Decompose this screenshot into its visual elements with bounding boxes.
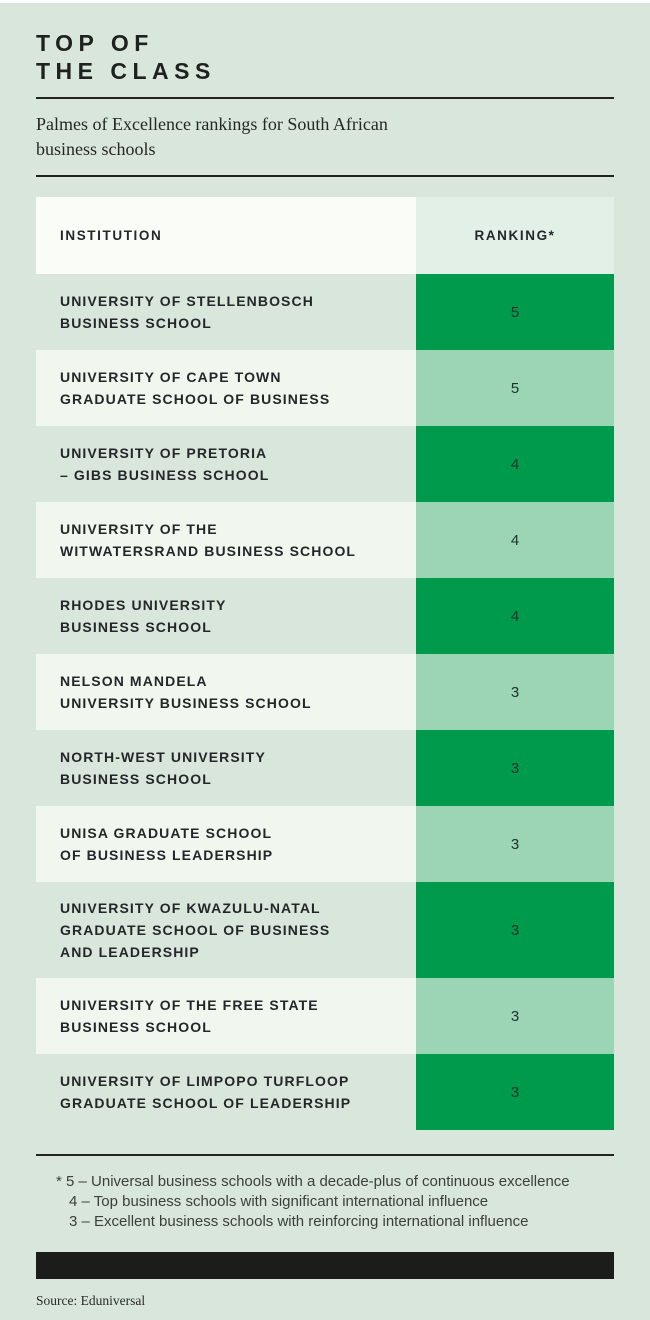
page-title: TOP OF THE CLASS bbox=[36, 29, 614, 85]
institution-name: RHODES UNIVERSITY BUSINESS SCHOOL bbox=[60, 597, 227, 635]
ranking-cell: 3 bbox=[416, 730, 614, 806]
ranking-value: 4 bbox=[510, 531, 520, 549]
footer-bar bbox=[36, 1252, 614, 1279]
ranking-value: 3 bbox=[510, 759, 520, 777]
institution-cell: UNISA GRADUATE SCHOOL OF BUSINESS LEADER… bbox=[36, 806, 416, 882]
ranking-cell: 3 bbox=[416, 1054, 614, 1130]
subtitle-divider bbox=[36, 175, 614, 177]
table-row: UNIVERSITY OF LIMPOPO TURFLOOP GRADUATE … bbox=[36, 1054, 614, 1130]
table-row: UNIVERSITY OF CAPE TOWN GRADUATE SCHOOL … bbox=[36, 350, 614, 426]
ranking-value: 3 bbox=[510, 835, 520, 853]
top-border-strip bbox=[0, 0, 650, 3]
institution-cell: UNIVERSITY OF THE FREE STATE BUSINESS SC… bbox=[36, 978, 416, 1054]
ranking-cell: 4 bbox=[416, 502, 614, 578]
table-row: UNIVERSITY OF STELLENBOSCH BUSINESS SCHO… bbox=[36, 274, 614, 350]
title-divider bbox=[36, 97, 614, 99]
ranking-cell: 4 bbox=[416, 578, 614, 654]
page-title-line-2: THE CLASS bbox=[36, 58, 216, 84]
footnote-divider bbox=[36, 1154, 614, 1156]
institution-name: NELSON MANDELA UNIVERSITY BUSINESS SCHOO… bbox=[60, 673, 312, 711]
table-header-row: INSTITUTION RANKING* bbox=[36, 197, 614, 274]
ranking-value: 4 bbox=[510, 455, 520, 473]
institution-name: UNIVERSITY OF STELLENBOSCH BUSINESS SCHO… bbox=[60, 293, 314, 331]
table-row: UNIVERSITY OF THE FREE STATE BUSINESS SC… bbox=[36, 978, 614, 1054]
ranking-cell: 5 bbox=[416, 274, 614, 350]
rankings-table: INSTITUTION RANKING* UNIVERSITY OF STELL… bbox=[36, 197, 614, 1130]
ranking-column-header-cell: RANKING* bbox=[416, 197, 614, 274]
institution-cell: UNIVERSITY OF LIMPOPO TURFLOOP GRADUATE … bbox=[36, 1054, 416, 1130]
institution-cell: NELSON MANDELA UNIVERSITY BUSINESS SCHOO… bbox=[36, 654, 416, 730]
ranking-value: 4 bbox=[510, 607, 520, 625]
institution-cell: NORTH-WEST UNIVERSITY BUSINESS SCHOOL bbox=[36, 730, 416, 806]
institution-name: NORTH-WEST UNIVERSITY BUSINESS SCHOOL bbox=[60, 749, 266, 787]
institution-cell: UNIVERSITY OF STELLENBOSCH BUSINESS SCHO… bbox=[36, 274, 416, 350]
institution-name: UNIVERSITY OF CAPE TOWN GRADUATE SCHOOL … bbox=[60, 369, 331, 407]
institution-cell: UNIVERSITY OF THE WITWATERSRAND BUSINESS… bbox=[36, 502, 416, 578]
ranking-cell: 3 bbox=[416, 806, 614, 882]
ranking-value: 3 bbox=[510, 683, 520, 701]
infographic-page: TOP OF THE CLASS Palmes of Excellence ra… bbox=[0, 29, 650, 1309]
ranking-value: 3 bbox=[510, 1083, 520, 1101]
subtitle: Palmes of Excellence rankings for South … bbox=[36, 114, 388, 159]
footnote-line: 4 – Top business schools with significan… bbox=[69, 1193, 489, 1210]
institution-name: UNIVERSITY OF THE WITWATERSRAND BUSINESS… bbox=[60, 521, 357, 559]
ranking-cell: 5 bbox=[416, 350, 614, 426]
institution-cell: UNIVERSITY OF CAPE TOWN GRADUATE SCHOOL … bbox=[36, 350, 416, 426]
institution-cell: RHODES UNIVERSITY BUSINESS SCHOOL bbox=[36, 578, 416, 654]
institution-name: UNIVERSITY OF PRETORIA – GIBS BUSINESS S… bbox=[60, 445, 270, 483]
ranking-cell: 3 bbox=[416, 882, 614, 978]
ranking-value: 3 bbox=[510, 921, 520, 939]
table-row: UNIVERSITY OF KWAZULU-NATAL GRADUATE SCH… bbox=[36, 882, 614, 978]
footnote-line: 3 – Excellent business schools with rein… bbox=[69, 1213, 529, 1230]
institution-cell: UNIVERSITY OF PRETORIA – GIBS BUSINESS S… bbox=[36, 426, 416, 502]
ranking-cell: 3 bbox=[416, 978, 614, 1054]
footnote-line: * 5 – Universal business schools with a … bbox=[56, 1173, 570, 1190]
source-label: Source: Eduniversal bbox=[36, 1293, 146, 1308]
table-row: UNIVERSITY OF THE WITWATERSRAND BUSINESS… bbox=[36, 502, 614, 578]
table-row: NORTH-WEST UNIVERSITY BUSINESS SCHOOL 3 bbox=[36, 730, 614, 806]
ranking-cell: 4 bbox=[416, 426, 614, 502]
institution-name: UNIVERSITY OF THE FREE STATE BUSINESS SC… bbox=[60, 997, 319, 1035]
page-title-line-1: TOP OF bbox=[36, 30, 154, 56]
ranking-column-header: RANKING* bbox=[474, 228, 556, 243]
ranking-cell: 3 bbox=[416, 654, 614, 730]
ranking-value: 3 bbox=[510, 1007, 520, 1025]
institution-name: UNIVERSITY OF KWAZULU-NATAL GRADUATE SCH… bbox=[60, 900, 331, 960]
table-row: UNISA GRADUATE SCHOOL OF BUSINESS LEADER… bbox=[36, 806, 614, 882]
institution-column-header-cell: INSTITUTION bbox=[36, 197, 416, 274]
institution-column-header: INSTITUTION bbox=[60, 228, 163, 243]
institution-name: UNIVERSITY OF LIMPOPO TURFLOOP GRADUATE … bbox=[60, 1073, 352, 1111]
footnotes: * 5 – Universal business schools with a … bbox=[36, 1172, 614, 1232]
ranking-value: 5 bbox=[510, 303, 520, 321]
ranking-value: 5 bbox=[510, 379, 520, 397]
table-row: RHODES UNIVERSITY BUSINESS SCHOOL 4 bbox=[36, 578, 614, 654]
institution-name: UNISA GRADUATE SCHOOL OF BUSINESS LEADER… bbox=[60, 825, 274, 863]
institution-cell: UNIVERSITY OF KWAZULU-NATAL GRADUATE SCH… bbox=[36, 882, 416, 978]
table-row: UNIVERSITY OF PRETORIA – GIBS BUSINESS S… bbox=[36, 426, 614, 502]
table-row: NELSON MANDELA UNIVERSITY BUSINESS SCHOO… bbox=[36, 654, 614, 730]
